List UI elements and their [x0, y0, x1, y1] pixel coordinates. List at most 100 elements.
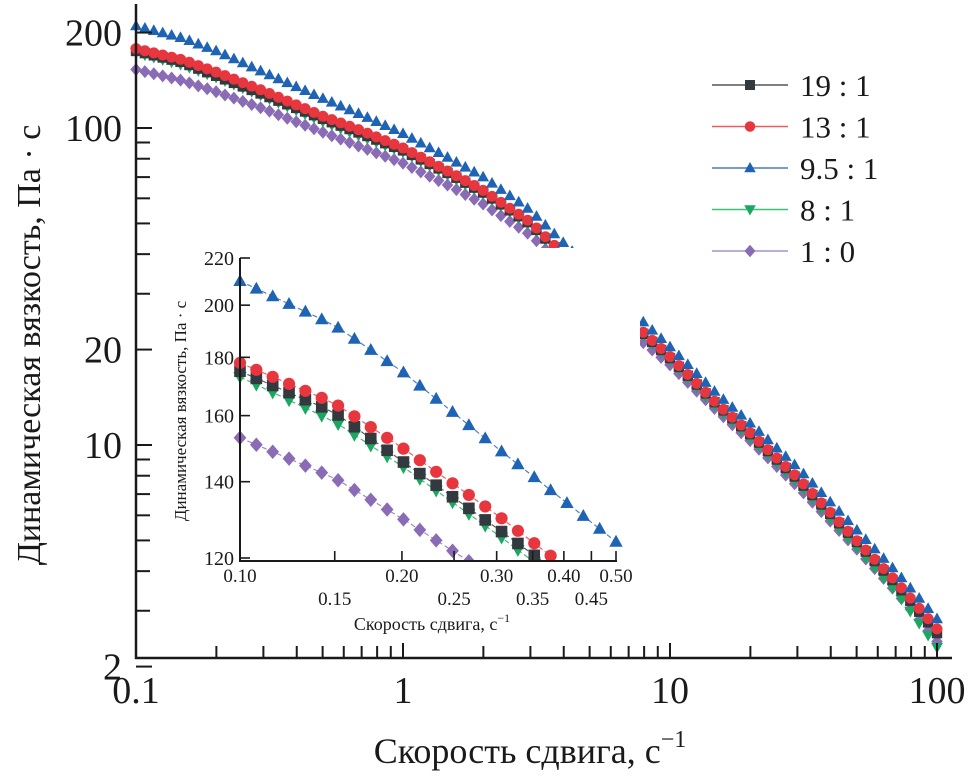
- data-point: [227, 52, 240, 64]
- data-point: [201, 82, 213, 96]
- inset-y-ticks: 120 140 160 180 200 220: [204, 248, 250, 570]
- inset-data-point: [266, 444, 280, 459]
- data-point: [450, 155, 463, 167]
- data-point: [255, 84, 267, 96]
- inset-series-group: [233, 274, 623, 562]
- data-point: [770, 441, 783, 453]
- data-point: [691, 377, 703, 389]
- data-point: [503, 189, 516, 201]
- data-point: [655, 343, 667, 354]
- data-point: [850, 523, 863, 535]
- series-9-5-1: [130, 19, 943, 624]
- data-point: [299, 103, 311, 115]
- data-point: [548, 227, 561, 239]
- data-point: [441, 151, 454, 162]
- inset-data-point: [380, 502, 394, 517]
- data-point: [388, 153, 400, 167]
- inset-data-point: [315, 391, 328, 404]
- data-point: [423, 169, 436, 183]
- x-axis-title: Скорость сдвига, с−1: [374, 727, 687, 771]
- inset-data-point: [347, 331, 362, 344]
- data-point: [432, 174, 445, 188]
- data-point: [842, 525, 854, 537]
- data-point: [521, 202, 534, 213]
- data-point: [442, 165, 453, 177]
- data-point: [139, 65, 151, 79]
- inset-data-point: [544, 549, 557, 562]
- data-point: [824, 495, 837, 507]
- data-point: [717, 393, 730, 404]
- data-point: [361, 127, 373, 139]
- x-tick-label: 100: [909, 670, 966, 712]
- inset-series-19-1: [234, 365, 545, 562]
- inset-data-point: [592, 521, 607, 534]
- inset-data-point: [446, 490, 459, 503]
- x-tick-label: 10: [651, 670, 689, 712]
- inset-x-tick-label: 0.35: [516, 589, 549, 610]
- inset-x-tick-label: 0.20: [385, 566, 418, 587]
- inset-y-tick-label: 180: [204, 347, 234, 369]
- inset-x-axis-title-superscript: −1: [497, 611, 510, 625]
- data-point: [433, 160, 445, 172]
- data-point: [343, 103, 356, 115]
- data-point: [761, 433, 774, 445]
- data-point: [183, 34, 196, 46]
- inset-data-point: [315, 410, 329, 423]
- legend-label: 8 : 1: [800, 193, 855, 228]
- data-point: [682, 368, 694, 380]
- data-point: [806, 487, 818, 499]
- legend-item: 1 : 0: [712, 234, 855, 269]
- data-point: [664, 340, 676, 352]
- inset-data-point: [397, 456, 410, 468]
- data-point: [299, 118, 311, 132]
- inset-series-1-0: [233, 430, 476, 562]
- data-point: [459, 175, 471, 187]
- data-point: [486, 203, 498, 217]
- data-point: [192, 79, 205, 93]
- inset-y-tick-label: 160: [204, 406, 234, 428]
- inset-data-point: [299, 458, 312, 473]
- inset-data-point: [266, 379, 279, 392]
- legend-label: 19 : 1: [800, 68, 871, 103]
- data-point: [486, 176, 498, 188]
- data-point: [219, 88, 231, 102]
- data-point: [406, 147, 418, 159]
- data-point: [228, 73, 240, 85]
- data-point: [272, 91, 284, 103]
- data-point: [201, 41, 214, 52]
- inset-data-point: [479, 514, 492, 526]
- data-point: [228, 91, 240, 105]
- inset-data-point: [331, 399, 345, 412]
- inset-data-point: [463, 502, 475, 515]
- data-point: [504, 202, 516, 214]
- data-point: [753, 425, 765, 436]
- data-point: [166, 51, 178, 63]
- data-point: [156, 26, 169, 38]
- data-point: [753, 435, 765, 447]
- inset-data-point: [364, 492, 378, 508]
- inset-data-point: [298, 304, 313, 317]
- data-point: [370, 131, 382, 143]
- data-point: [441, 178, 454, 192]
- data-point: [139, 45, 151, 57]
- data-point: [815, 486, 828, 498]
- data-point: [316, 92, 329, 103]
- inset-data-point: [282, 297, 296, 309]
- data-point: [717, 403, 729, 415]
- inset-data-point: [331, 320, 345, 333]
- inset-data-point: [332, 409, 344, 421]
- data-point: [735, 419, 747, 431]
- inset-y-tick-label: 140: [204, 472, 234, 494]
- data-point: [219, 70, 231, 82]
- data-point: [317, 125, 329, 139]
- inset-x-axis-title: Скорость сдвига, с−1: [354, 611, 510, 634]
- data-point: [699, 376, 712, 387]
- data-point: [290, 115, 302, 129]
- inset-data-point: [249, 437, 263, 452]
- data-point: [192, 60, 204, 71]
- data-point: [735, 409, 748, 420]
- x-axis-title-text: Скорость сдвига, с: [374, 731, 661, 771]
- data-point: [459, 160, 472, 172]
- inset-data-point: [299, 384, 312, 397]
